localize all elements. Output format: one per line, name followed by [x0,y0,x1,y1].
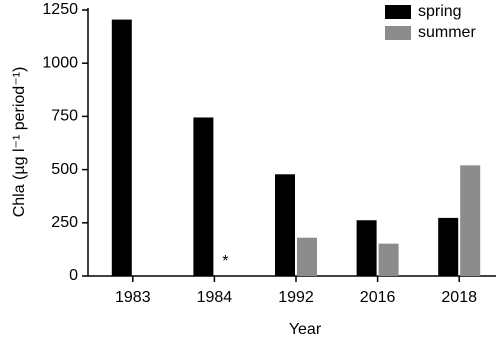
bar [460,165,481,276]
x-tick-label: 1983 [115,289,151,306]
bar [297,237,317,276]
bar [378,243,399,276]
y-tick-label: 250 [51,214,78,231]
legend-label: summer [418,24,476,41]
bar [275,174,295,276]
annotation: * [222,253,228,270]
y-axis-label: Chla (µg l⁻¹ period⁻¹) [11,67,28,218]
x-tick-label: 1984 [197,289,233,306]
bar [438,217,459,276]
bar [356,220,377,276]
bar [193,117,214,277]
legend-swatch [385,5,411,19]
x-tick-label: 2018 [441,289,477,306]
y-tick-label: 1250 [42,1,78,18]
y-tick-label: 1000 [42,54,78,71]
x-axis-label: Year [289,321,322,338]
y-tick-label: 500 [51,161,78,178]
bar [111,19,132,277]
legend-label: spring [418,3,462,20]
x-tick-label: 1992 [278,289,314,306]
y-tick-label: 750 [51,108,78,125]
x-tick-label: 2016 [360,289,396,306]
y-tick-label: 0 [69,267,78,284]
legend-swatch [385,26,411,40]
